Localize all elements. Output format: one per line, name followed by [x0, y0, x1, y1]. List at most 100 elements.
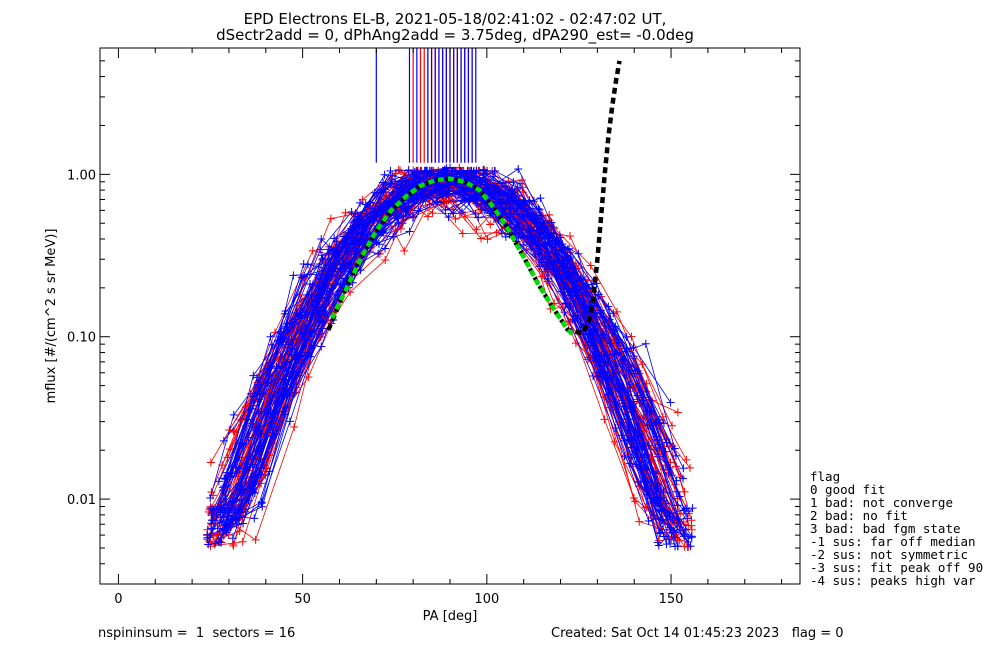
footer-left: nspininsum = 1 sectors = 16 — [98, 626, 296, 641]
data-point — [304, 372, 313, 381]
vertical-markers — [375, 48, 477, 163]
data-point — [557, 271, 566, 280]
data-point — [449, 209, 458, 218]
data-point — [654, 416, 663, 425]
data-point — [317, 235, 326, 244]
data-point — [346, 288, 355, 297]
data-point — [286, 361, 295, 370]
data-point — [601, 369, 610, 378]
footer-right: Created: Sat Oct 14 01:45:23 2023 flag =… — [551, 626, 844, 641]
data-point — [266, 332, 275, 341]
data-point — [250, 389, 259, 398]
data-point — [543, 265, 552, 274]
legend-entry: -1 sus: far off median — [810, 534, 976, 549]
data-point — [620, 436, 629, 445]
data-point — [662, 438, 671, 447]
data-point — [318, 316, 327, 325]
data-point — [356, 198, 365, 207]
data-point — [596, 306, 605, 315]
data-point — [679, 464, 688, 473]
data-point — [477, 205, 486, 214]
data-point — [467, 166, 476, 175]
data-point — [596, 334, 605, 343]
data-point — [317, 274, 326, 283]
trace-line — [216, 178, 688, 519]
data-point — [380, 170, 389, 179]
data-point — [613, 307, 622, 316]
axes: 0 50 100 150 0.01 0.10 1.00 — [67, 47, 800, 607]
data-point — [675, 536, 684, 545]
legend-entry: -3 sus: fit peak off 90 — [810, 560, 983, 575]
trace-line — [218, 188, 679, 547]
data-point — [474, 193, 483, 202]
data-point — [655, 495, 664, 504]
data-point — [288, 344, 297, 353]
data-point — [405, 227, 414, 236]
data-point — [513, 184, 522, 193]
data-point — [290, 422, 299, 431]
data-point — [257, 497, 266, 506]
data-point — [560, 264, 569, 273]
data-point — [622, 347, 631, 356]
data-point — [618, 356, 627, 365]
data-point — [267, 340, 276, 349]
chart-title-line2: dSectr2add = 0, dPhAng2add = 3.75deg, dP… — [216, 26, 694, 45]
legend-entry: 2 bad: no fit — [810, 508, 908, 523]
data-point — [537, 225, 546, 234]
data-point — [531, 215, 540, 224]
data-point — [347, 207, 356, 216]
y-tick-label: 0.10 — [67, 331, 96, 346]
data-point — [683, 514, 692, 523]
data-point — [372, 238, 381, 247]
data-point — [227, 472, 236, 481]
data-point — [638, 396, 647, 405]
data-point — [303, 260, 312, 269]
data-point — [479, 166, 488, 175]
data-point — [609, 309, 618, 318]
data-point — [680, 487, 689, 496]
data-point — [203, 531, 212, 540]
x-tick-label: 100 — [474, 592, 499, 607]
data-point — [610, 326, 619, 335]
data-point — [211, 539, 220, 548]
data-point — [339, 259, 348, 268]
data-point — [514, 233, 523, 242]
data-point — [306, 279, 315, 288]
y-axis-label: mflux [#/(cm^2 s sr MeV)] — [44, 229, 59, 404]
data-point — [666, 398, 675, 407]
data-point — [229, 410, 238, 419]
data-point — [250, 514, 259, 523]
data-point — [626, 380, 635, 389]
data-point — [535, 205, 544, 214]
data-point — [451, 214, 460, 223]
data-point — [659, 419, 668, 428]
data-point — [224, 519, 233, 528]
legend-title: flag — [810, 469, 840, 484]
data-point — [446, 163, 455, 172]
data-point — [624, 422, 633, 431]
data-point — [232, 515, 241, 524]
data-point — [655, 529, 664, 538]
data-point — [600, 415, 609, 424]
data-point — [457, 183, 466, 192]
data-point — [673, 542, 682, 551]
data-point — [672, 487, 681, 496]
data-point — [221, 474, 230, 483]
data-point — [223, 468, 232, 477]
data-point — [246, 472, 255, 481]
data-point — [629, 493, 638, 502]
data-point — [348, 224, 357, 233]
data-point — [400, 170, 409, 179]
data-point — [661, 447, 670, 456]
x-tick-label: 50 — [294, 592, 311, 607]
data-point — [531, 250, 540, 259]
data-point — [301, 351, 310, 360]
data-point — [410, 195, 419, 204]
data-point — [223, 453, 232, 462]
data-point — [444, 187, 453, 196]
data-point — [491, 185, 500, 194]
data-point — [204, 540, 213, 549]
data-point — [623, 415, 632, 424]
green-fit-curve — [330, 176, 577, 339]
